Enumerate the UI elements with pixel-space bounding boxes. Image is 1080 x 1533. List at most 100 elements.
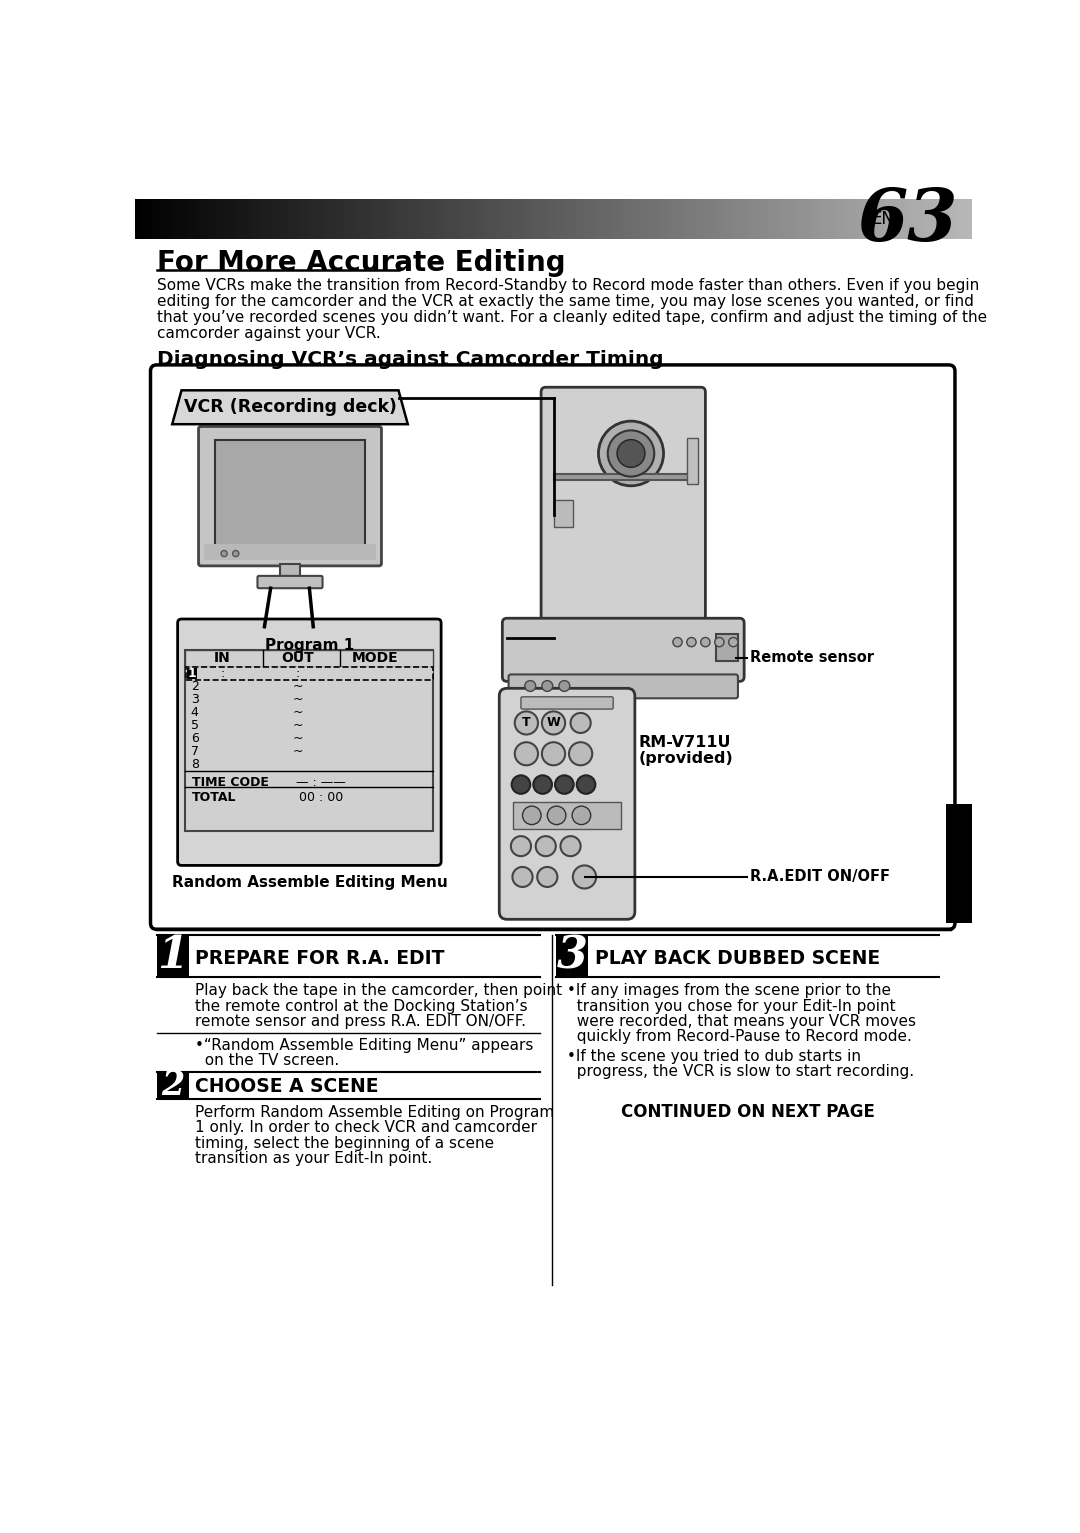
Bar [833,199,836,239]
Text: 8: 8 [191,759,199,771]
Bar [579,199,582,239]
Text: •If the scene you tried to dub starts in: •If the scene you tried to dub starts in [567,1049,862,1064]
Bar [320,199,323,239]
Bar [149,199,152,239]
Bar [713,199,716,239]
Bar [620,199,624,239]
Bar [193,199,198,239]
Bar [551,199,554,239]
Text: transition as your Edit-In point.: transition as your Edit-In point. [195,1151,433,1167]
Bar [227,199,231,239]
Text: •If any images from the scene prior to the: •If any images from the scene prior to t… [567,983,891,998]
Bar [916,199,920,239]
Bar [961,199,964,239]
Bar [512,199,515,239]
Bar [813,199,816,239]
Bar [526,199,529,239]
Bar [595,199,599,239]
Bar [306,199,309,239]
Bar [322,199,325,239]
Bar [486,199,490,239]
Circle shape [577,776,595,794]
Bar [514,199,518,239]
Bar [824,199,827,239]
Bar [311,199,314,239]
Text: PREPARE FOR R.A. EDIT: PREPARE FOR R.A. EDIT [195,949,445,967]
Bar [157,935,189,977]
Text: CHOOSE A SCENE: CHOOSE A SCENE [195,1078,379,1096]
Bar [910,199,914,239]
Bar [299,199,303,239]
Bar [565,199,568,239]
Bar [467,199,471,239]
Bar [687,438,698,484]
Bar [230,199,233,239]
Bar [168,199,172,239]
Bar [808,199,811,239]
Text: Diagnosing VCR’s against Camcorder Timing: Diagnosing VCR’s against Camcorder Timin… [157,350,663,368]
Bar [774,199,778,239]
Bar [345,199,348,239]
Bar [718,199,721,239]
Bar [213,199,217,239]
Bar [746,199,750,239]
Bar [163,199,166,239]
Bar [313,199,318,239]
Bar [788,199,792,239]
Circle shape [561,835,581,855]
Bar [369,199,373,239]
Bar [843,199,847,239]
Bar [743,199,746,239]
Bar [949,199,954,239]
Bar [440,199,443,239]
Bar [944,199,947,239]
Circle shape [598,422,663,486]
Text: timing, select the beginning of a scene: timing, select the beginning of a scene [195,1136,495,1151]
FancyBboxPatch shape [257,576,323,589]
Bar [815,199,820,239]
Circle shape [512,868,532,888]
Bar [721,199,725,239]
Bar [548,199,552,239]
Bar [604,199,607,239]
Text: T: T [522,716,530,730]
Text: 2: 2 [191,679,199,693]
Circle shape [617,440,645,468]
Bar [685,199,688,239]
Bar [847,199,850,239]
Bar [350,199,353,239]
Bar [707,199,711,239]
Text: 4: 4 [191,707,199,719]
Bar [484,199,487,239]
Bar [894,199,897,239]
Bar [333,199,337,239]
Bar [503,199,507,239]
Bar [623,199,626,239]
Bar [849,199,853,239]
Bar [554,500,572,527]
Bar [724,199,727,239]
Text: EN: EN [872,210,894,228]
Bar [905,199,908,239]
Circle shape [729,638,738,647]
Bar [687,199,691,239]
Bar [366,199,370,239]
Circle shape [542,711,565,734]
Circle shape [701,638,710,647]
Bar [542,199,545,239]
Bar [470,199,473,239]
Bar [447,199,451,239]
Bar [361,199,365,239]
Polygon shape [172,391,408,425]
FancyBboxPatch shape [541,388,705,627]
Bar [880,199,883,239]
Bar [935,199,940,239]
Bar [782,199,786,239]
Bar [352,199,356,239]
Text: 5: 5 [191,719,199,733]
Bar [445,199,448,239]
Bar [889,199,892,239]
Bar [822,199,825,239]
Text: the remote control at the Docking Station’s: the remote control at the Docking Statio… [195,998,528,1013]
Bar [570,199,573,239]
